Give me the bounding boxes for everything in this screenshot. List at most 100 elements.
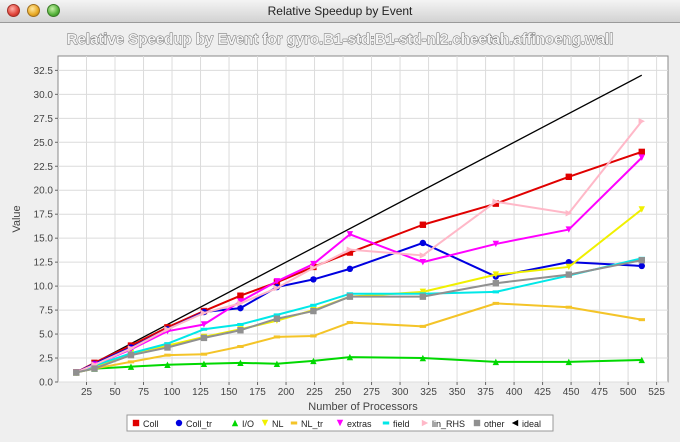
data-point-nl-tr (346, 321, 354, 325)
x-tick-label: 425 (534, 387, 551, 398)
y-tick-label: 27.5 (34, 114, 54, 125)
y-tick-label: 2.5 (39, 354, 53, 365)
data-point-lin-rhs (200, 309, 208, 317)
data-point-extras (310, 260, 317, 268)
data-point-lin-rhs (419, 252, 427, 259)
data-point-i-o (164, 361, 171, 368)
legend-marker-nl (261, 419, 269, 427)
data-point-other (73, 369, 80, 376)
data-point-extras (237, 298, 244, 305)
x-tick-label: 150 (221, 387, 238, 398)
data-point-nl (419, 288, 427, 296)
y-tick-label: 30.0 (34, 90, 54, 101)
x-tick-label: 175 (249, 387, 266, 398)
legend-label-ideal: ideal (522, 419, 541, 429)
data-point-lin-rhs (237, 300, 244, 307)
data-point-i-o (346, 353, 354, 361)
data-point-nl-tr (127, 360, 135, 364)
legend-marker-field (382, 421, 390, 425)
legend-marker-ideal (511, 419, 519, 427)
series-line-ideal (75, 74, 643, 373)
data-point-i-o (127, 363, 135, 370)
x-tick-label: 500 (620, 387, 637, 398)
x-tick-label: 125 (192, 387, 209, 398)
legend-label-coll-tr: Coll_tr (186, 419, 212, 429)
data-point-field (237, 322, 244, 326)
data-point-nl-tr (200, 352, 208, 356)
x-tick-label: 75 (138, 387, 150, 398)
legend-label-other: other (484, 419, 505, 429)
data-point-coll-tr (346, 265, 354, 273)
data-point-i-o (310, 357, 317, 365)
data-point-coll (419, 221, 427, 228)
data-point-nl-tr (638, 318, 645, 322)
data-point-other (638, 257, 645, 264)
data-point-coll-tr (638, 262, 645, 270)
legend-label-coll: Coll (143, 419, 159, 429)
data-point-extras (273, 278, 281, 285)
plot-area (57, 55, 669, 383)
legend-marker-extras (336, 419, 344, 427)
y-tick-label: 20.0 (34, 186, 54, 197)
data-point-nl (565, 263, 573, 271)
zoom-window-button[interactable] (47, 4, 60, 17)
data-point-extras (565, 226, 573, 233)
data-point-nl-tr (492, 301, 500, 305)
data-point-other (565, 271, 573, 278)
x-tick-label: 300 (392, 387, 409, 398)
data-point-extras (492, 240, 500, 248)
data-point-coll (346, 249, 354, 256)
data-point-lin-rhs (310, 264, 317, 272)
y-tick-label: 10.0 (34, 282, 54, 293)
y-tick-label: 32.5 (34, 66, 54, 77)
data-point-field (164, 342, 171, 346)
close-window-button[interactable] (7, 4, 20, 17)
x-tick-label: 375 (477, 387, 494, 398)
x-tick-label: 225 (306, 387, 323, 398)
data-point-coll (492, 200, 500, 207)
data-point-i-o (492, 358, 500, 366)
x-tick-label: 350 (449, 387, 466, 398)
legend-label-nl-tr: NL_tr (301, 419, 323, 429)
data-point-extras (419, 258, 427, 266)
legend-label-field: field (393, 419, 410, 429)
data-point-lin-rhs (565, 210, 573, 217)
y-tick-label: 0.0 (39, 378, 53, 389)
chart-canvas: Relative Speedup by Event for gyro.B1-st… (11, 31, 669, 432)
x-tick-label: 475 (591, 387, 608, 398)
x-tick-label: 325 (420, 387, 437, 398)
data-point-i-o (565, 358, 573, 366)
data-point-nl-tr (237, 345, 244, 349)
data-point-lin-rhs (492, 198, 500, 205)
legend-marker-coll-tr (175, 419, 183, 427)
data-point-other (310, 307, 317, 315)
data-point-lin-rhs (127, 345, 135, 352)
minimize-window-button[interactable] (27, 4, 40, 17)
y-tick-label: 5.0 (39, 330, 53, 341)
data-point-other (200, 334, 208, 342)
data-point-other (127, 351, 135, 359)
data-point-other (91, 365, 98, 372)
data-point-lin-rhs (638, 118, 645, 125)
data-point-i-o (273, 360, 281, 367)
legend-marker-i-o (231, 419, 239, 427)
x-tick-label: 525 (648, 387, 665, 398)
data-point-nl-tr (273, 335, 281, 339)
legend-marker-other (473, 419, 481, 427)
y-tick-label: 7.5 (39, 306, 53, 317)
data-point-i-o (638, 356, 645, 364)
y-tick-label: 12.5 (34, 258, 54, 269)
data-point-lin-rhs (346, 246, 354, 253)
data-point-extras (200, 321, 208, 328)
data-point-other (492, 280, 500, 287)
legend-marker-lin-rhs (421, 419, 429, 427)
data-point-field (492, 290, 500, 294)
data-point-field (310, 303, 317, 307)
data-point-i-o (200, 360, 208, 367)
data-point-nl-tr (164, 353, 171, 357)
x-tick-label: 275 (363, 387, 380, 398)
data-point-other (273, 315, 281, 322)
legend-marker-nl-tr (290, 421, 298, 425)
x-tick-label: 200 (278, 387, 295, 398)
legend-label-extras: extras (347, 419, 372, 429)
